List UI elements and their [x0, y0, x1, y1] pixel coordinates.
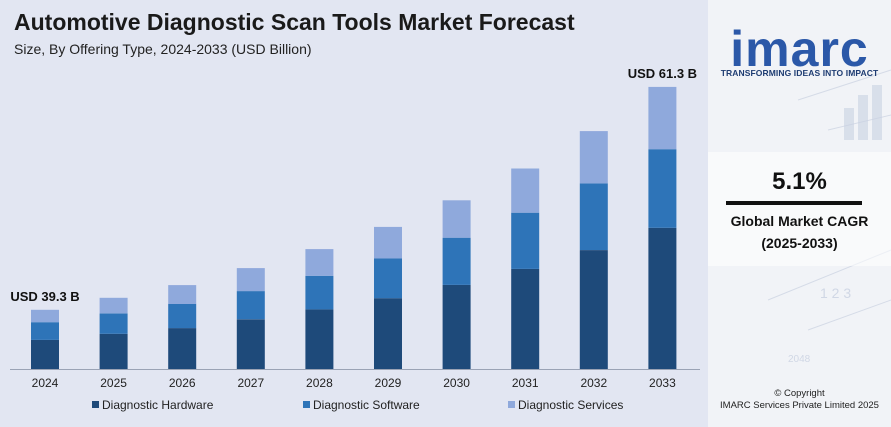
annotation-first-year: USD 39.3 B [10, 289, 79, 304]
svg-text:1 2 3: 1 2 3 [820, 285, 851, 301]
bar-diagnostic-hardware-2033 [648, 227, 677, 369]
bar-diagnostic-hardware-2027 [236, 319, 265, 369]
bar-diagnostic-hardware-2031 [511, 268, 540, 369]
bar-diagnostic-software-2033 [648, 149, 677, 228]
chart-subtitle: Size, By Offering Type, 2024-2033 (USD B… [14, 41, 312, 57]
x-tick-label: 2032 [580, 376, 607, 390]
bar-diagnostic-services-2033 [648, 86, 677, 150]
cagr-period: (2025-2033) [761, 235, 838, 251]
x-tick-label: 2027 [237, 376, 264, 390]
legend-swatch-diagnostic-software [303, 401, 310, 408]
bar-diagnostic-software-2032 [579, 183, 608, 250]
legend-swatch-diagnostic-hardware [92, 401, 99, 408]
x-tick-label: 2030 [443, 376, 470, 390]
logo-tagline: TRANSFORMING IDEAS INTO IMPACT [720, 68, 879, 78]
bar-diagnostic-software-2031 [511, 212, 540, 269]
sidebar-panel: 1 2 3 2048 imarc TRANSFORMING IDEAS INTO… [708, 0, 891, 427]
bar-diagnostic-software-2029 [374, 258, 402, 299]
bar-diagnostic-services-2032 [579, 131, 608, 184]
x-tick-label: 2024 [32, 376, 59, 390]
bar-diagnostic-software-2025 [99, 313, 128, 334]
annotation-last-year: USD 61.3 B [628, 66, 697, 81]
bar-diagnostic-software-2030 [442, 237, 471, 285]
chart-panel: Automotive Diagnostic Scan Tools Market … [10, 9, 700, 412]
bar-diagnostic-services-2024 [31, 309, 59, 323]
bar-diagnostic-services-2029 [374, 226, 402, 259]
cagr-value: 5.1% [772, 168, 827, 195]
bar-diagnostic-software-2026 [168, 303, 197, 329]
bar-diagnostic-hardware-2030 [442, 284, 471, 369]
x-tick-label: 2025 [100, 376, 127, 390]
copyright-line-2: IMARC Services Private Limited 2025 [720, 400, 879, 411]
bar-diagnostic-services-2026 [168, 285, 197, 304]
bar-diagnostic-hardware-2025 [99, 333, 128, 369]
bar-diagnostic-services-2028 [305, 249, 334, 276]
bar-diagnostic-services-2027 [236, 268, 265, 292]
x-tick-label: 2026 [169, 376, 196, 390]
copyright-notice: © Copyright IMARC Services Private Limit… [708, 388, 891, 412]
svg-text:2048: 2048 [788, 354, 811, 365]
cagr-label: Global Market CAGR [730, 213, 869, 229]
x-tick-label: 2028 [306, 376, 333, 390]
legend-swatch-diagnostic-services [508, 401, 515, 408]
bar-diagnostic-hardware-2028 [305, 309, 334, 369]
copyright-line-1: © Copyright [774, 388, 825, 399]
imarc-logo: imarc [730, 21, 869, 77]
bar-diagnostic-hardware-2032 [579, 250, 608, 369]
legend-label-diagnostic-services: Diagnostic Services [518, 398, 623, 412]
bar-diagnostic-services-2025 [99, 297, 128, 314]
x-tick-label: 2033 [649, 376, 676, 390]
stacked-bar-chart: 2024 2025 2026 2027 2028 2029 2030 2031 2032 2033… [10, 66, 700, 412]
cagr-divider [726, 201, 862, 205]
legend-label-diagnostic-hardware: Diagnostic Hardware [102, 398, 214, 412]
bar-diagnostic-services-2030 [442, 200, 471, 238]
bar-diagnostic-software-2027 [236, 291, 265, 320]
x-tick-label: 2031 [512, 376, 539, 390]
bar-diagnostic-software-2024 [31, 322, 59, 340]
bar-diagnostic-hardware-2024 [31, 339, 59, 369]
cagr-box [708, 152, 891, 266]
bar-diagnostic-hardware-2029 [374, 298, 402, 369]
bar-diagnostic-hardware-2026 [168, 328, 197, 369]
chart-title: Automotive Diagnostic Scan Tools Market … [14, 9, 575, 35]
x-tick-label: 2029 [375, 376, 402, 390]
bar-diagnostic-software-2028 [305, 275, 334, 310]
legend-label-diagnostic-software: Diagnostic Software [313, 398, 420, 412]
bar-diagnostic-services-2031 [511, 168, 540, 213]
